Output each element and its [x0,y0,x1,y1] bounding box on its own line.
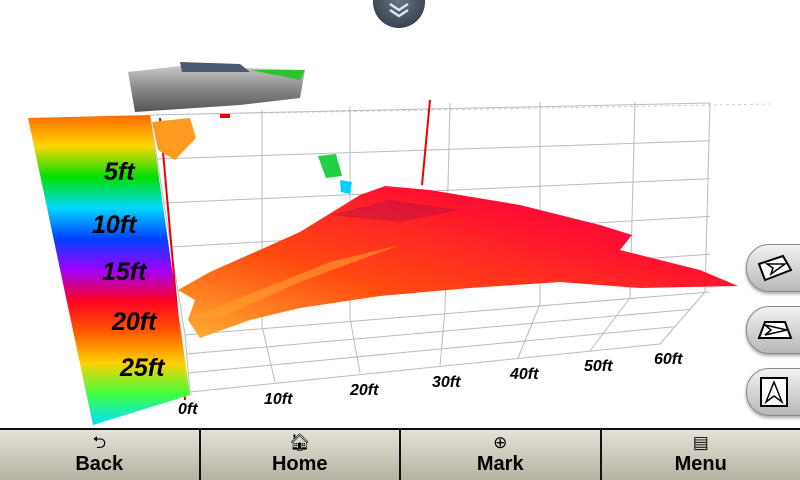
depth-label: 20ft [111,308,158,336]
grid-line [659,291,706,345]
back-label: Back [75,453,124,475]
menu-label: Menu [674,453,727,475]
grid-line [704,102,711,293]
grid-line [163,178,711,204]
grid-line [184,291,711,336]
view-angle-high-button[interactable] [746,244,800,292]
sonar-returns [152,114,352,194]
back-button[interactable]: ⮌ Back [0,430,199,480]
sonar-3d-view[interactable]: 5ft 10ft 15ft 20ft 25ft 0ft 10ft 20ft 30ft 40ft 5… [0,0,800,428]
north-up-arrow-icon [760,377,788,407]
distance-label: 10ft [264,391,293,408]
grid-line [349,317,361,374]
back-arrow-icon: ⮌ [92,433,107,452]
grid-line [589,297,631,352]
home-icon: 🏠︎ [288,433,311,452]
perspective-arrow-icon [757,254,793,282]
grid-line [156,140,711,160]
grid-line [517,303,541,359]
distance-label: 60ft [654,351,683,368]
distance-label: 0ft [178,401,198,418]
double-chevron-down-icon [389,2,409,18]
home-label: Home [271,453,328,475]
menu-list-icon: ▤ [692,433,709,452]
boat-icon [128,62,305,112]
flat-perspective-arrow-icon [757,321,793,339]
sonar-boundary-right [421,99,431,186]
grid-line [184,334,191,393]
view-angle-low-button[interactable] [746,306,800,354]
grid-line [188,326,676,374]
grid-line [261,325,276,383]
depth-label: 25ft [119,354,166,382]
depth-label: 5ft [104,158,136,186]
grid-line [439,309,446,367]
depth-label: 10ft [92,211,138,239]
home-button[interactable]: 🏠︎ Home [200,430,399,480]
mark-label: Mark [476,453,524,475]
distance-label: 30ft [432,374,461,391]
distance-label: 20ft [349,382,379,399]
depth-label: 15ft [102,258,148,286]
view-top-down-button[interactable] [746,368,800,416]
distance-label: 40ft [509,366,539,383]
grid-line [189,343,661,393]
crosshair-circle-icon: ⊕ [493,433,508,452]
grid-line [149,114,186,336]
sonar-bottom-surface [178,186,738,338]
grid-line [186,308,691,355]
menu-button[interactable]: ▤ Menu [601,430,800,480]
distance-label: 50ft [584,358,613,375]
mark-button[interactable]: ⊕ Mark [401,430,600,480]
depth-color-scale [28,115,190,425]
bottom-button-bar: ⮌ Back 🏠︎ Home ⊕ Mark ▤ Menu [0,428,800,480]
